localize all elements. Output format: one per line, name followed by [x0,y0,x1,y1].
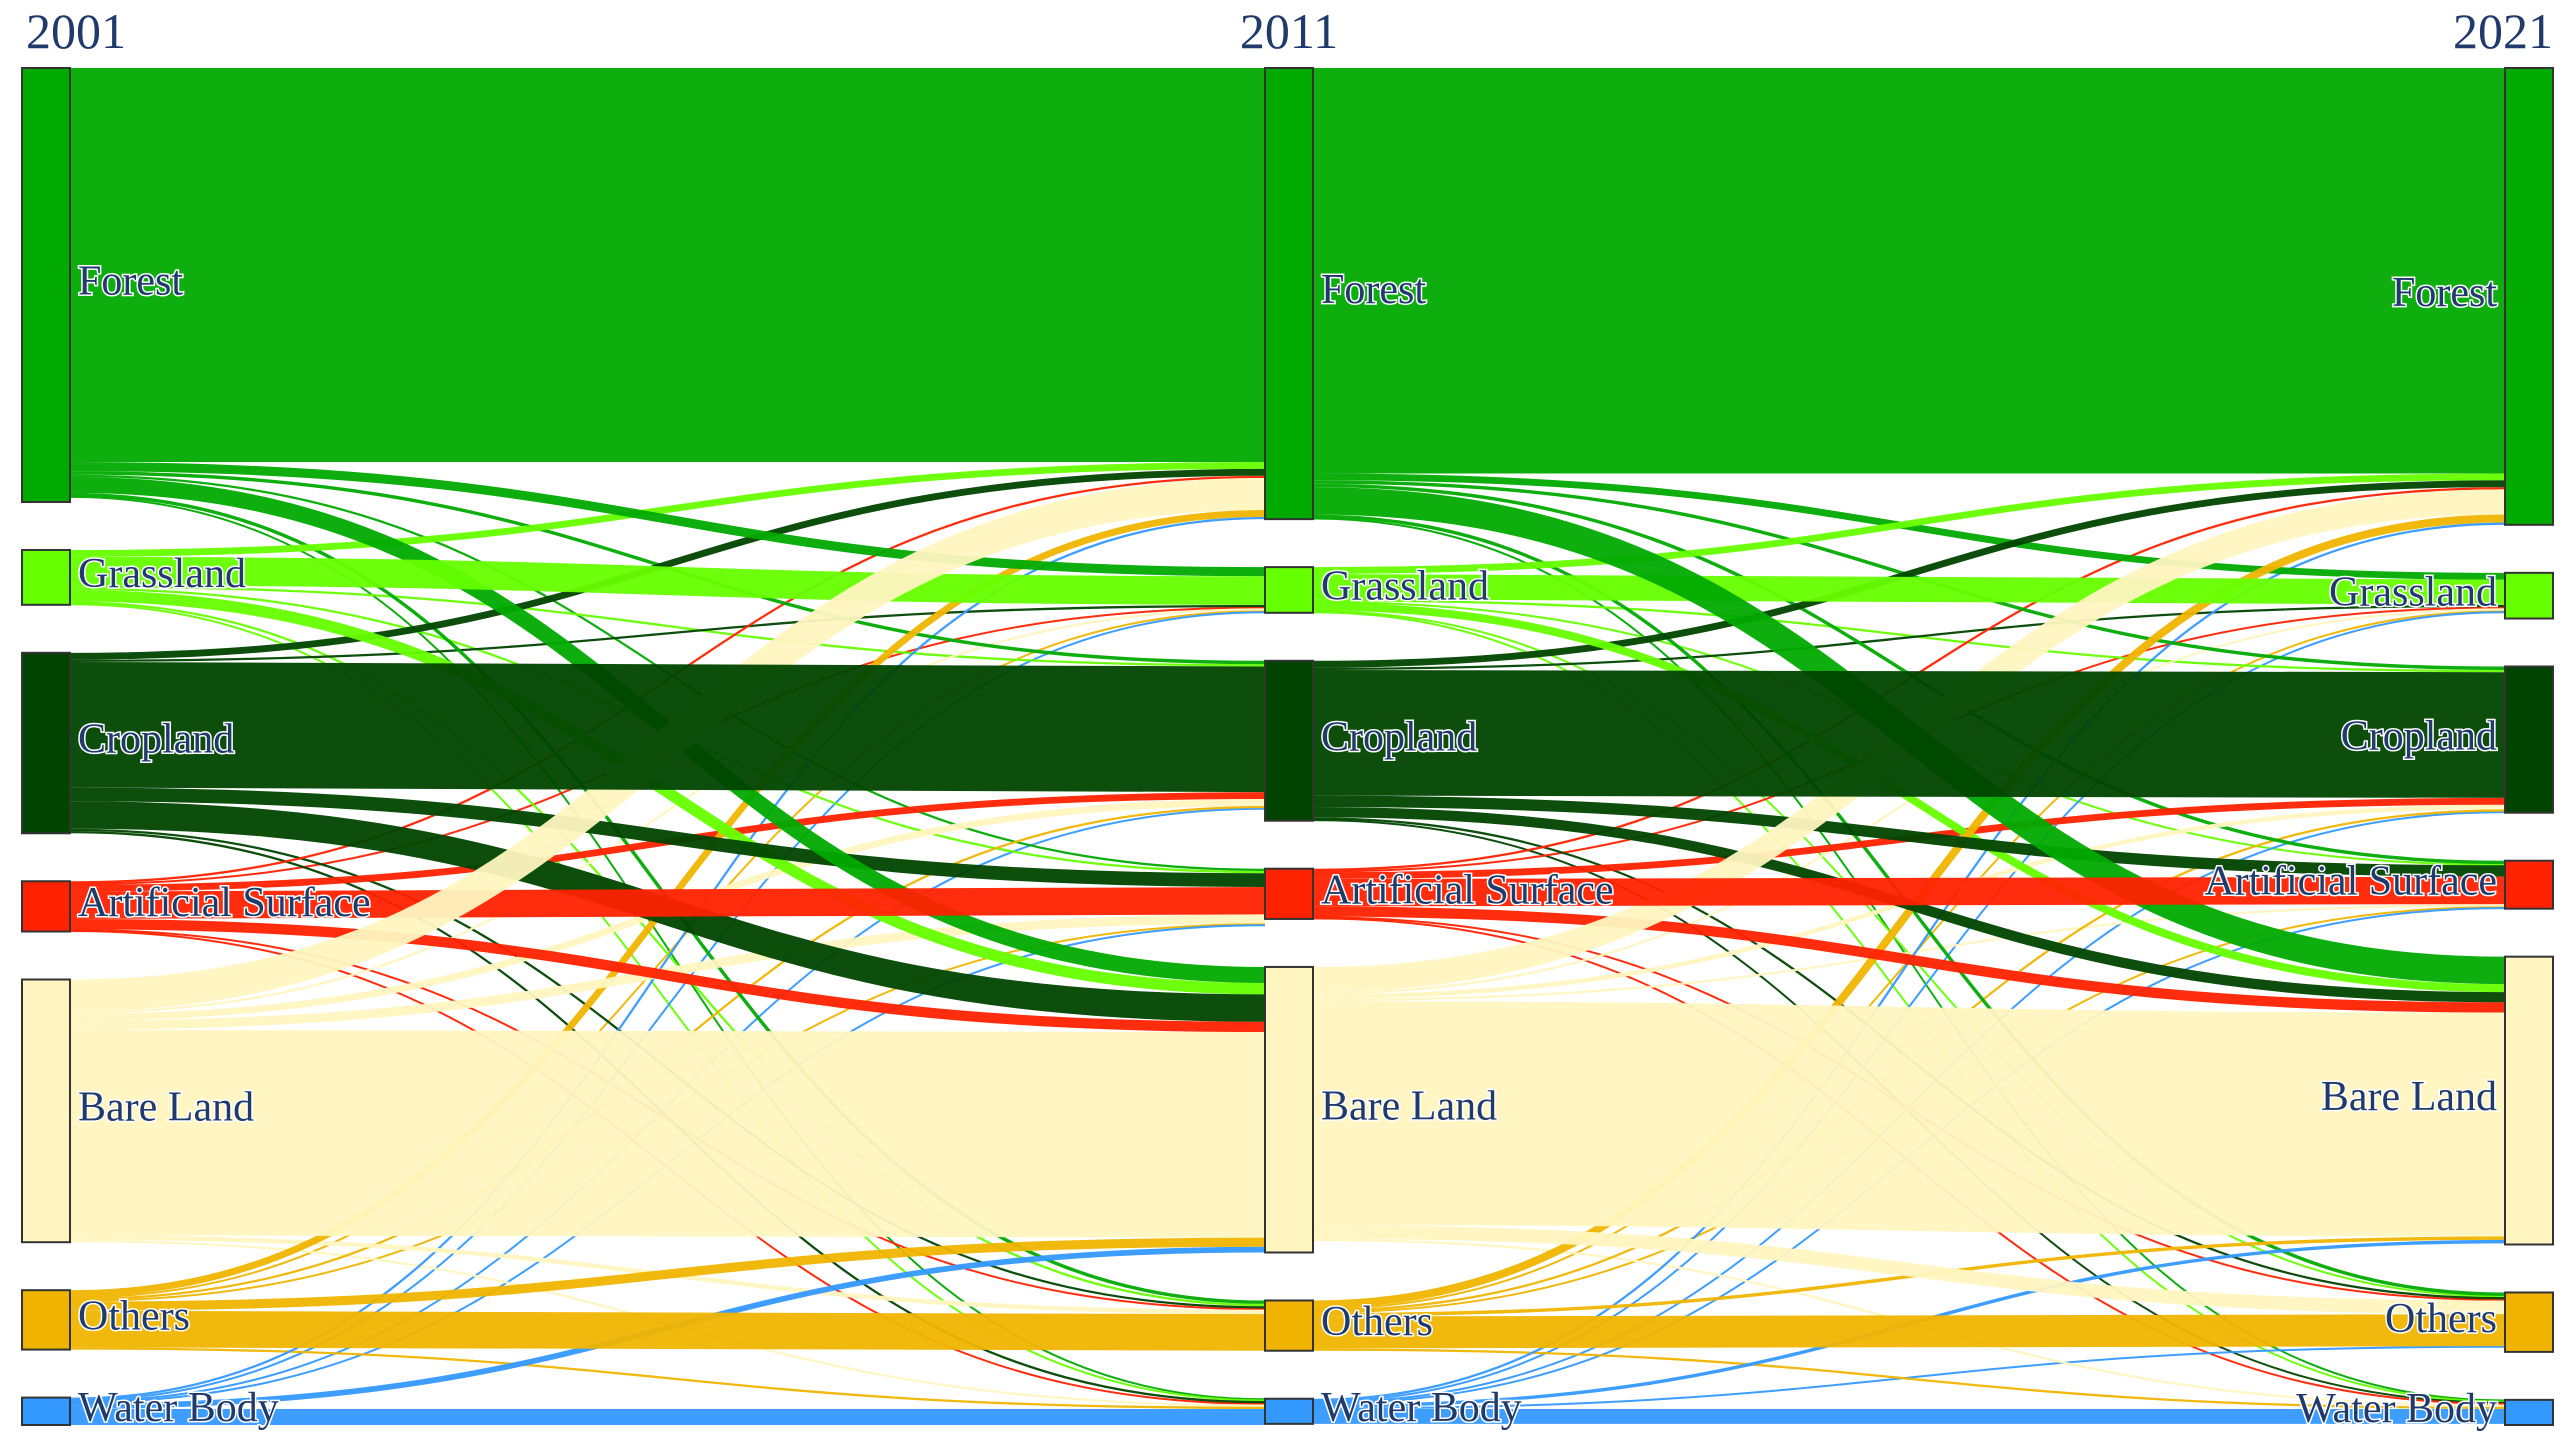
node-label-2001-others: Others [78,1294,190,1340]
node-label-2001-water-body: Water Body [78,1385,279,1431]
node-2011-forest [1264,67,1314,521]
flow-2001-artificial-surface-to-bare-land [69,918,1266,1033]
flow-2011-others-to-others [1312,1314,2506,1349]
node-2011-others [1264,1299,1314,1352]
node-2011-bare-land [1264,965,1314,1254]
flow-2011-bare-land-to-bare-land [1312,1001,2506,1237]
node-2021-grassland [2504,571,2554,620]
node-2011-water-body [1264,1397,1314,1425]
year-label-2001: 2001 [26,3,126,59]
year-label-2011: 2011 [1240,3,1338,59]
year-label-2021: 2021 [2453,3,2553,59]
flow-2001-cropland-to-forest [69,468,1266,660]
flow-2011-artificial-surface-to-artificial-surface [1312,876,2506,907]
nodes-layer [21,67,2554,1426]
flow-2011-bare-land-to-others [1312,1225,2506,1315]
flow-2011-cropland-to-artificial-surface [1312,795,2506,877]
flows-layer [69,67,2506,1426]
node-label-2021-water-body: Water Body [2296,1386,2497,1432]
flow-2001-grassland-to-grassland [69,556,1266,605]
node-2001-water-body [21,1396,71,1426]
node-label-2021-forest: Forest [2392,270,2497,316]
node-label-2001-forest: Forest [78,259,183,305]
node-label-2011-cropland: Cropland [1321,714,1477,760]
node-label-2011-others: Others [1321,1299,1433,1345]
flow-2011-others-to-forest [1312,514,2506,1309]
flow-2011-grassland-to-grassland [1312,573,2506,605]
node-label-2001-artificial-surface: Artificial Surface [78,880,371,926]
labels-layer: Forest Grassland Cropland Artificial Surfac… [26,3,2553,1434]
node-2011-grassland [1264,566,1314,614]
node-label-2021-grassland: Grassland [2329,569,2497,615]
node-label-2011-bare-land: Bare Land [1321,1083,1497,1129]
flow-2001-cropland-to-cropland [69,661,1266,793]
flow-2001-bare-land-to-grassland [69,608,1266,1014]
flow-2011-grassland-to-cropland [1312,599,2506,673]
flow-2001-cropland-to-artificial-surface [69,787,1266,887]
flow-2011-cropland-to-grassland [1312,604,2506,670]
node-2011-cropland [1264,659,1314,822]
node-label-2011-water-body: Water Body [1321,1385,1522,1431]
flow-2011-artificial-surface-to-bare-land [1312,906,2506,1013]
node-2001-bare-land [21,978,71,1244]
flow-2001-cropland-to-grassland [69,604,1266,662]
node-2001-grassland [21,548,71,606]
node-2021-artificial-surface [2504,859,2554,910]
node-label-2021-artificial-surface: Artificial Surface [2204,858,2497,904]
node-2001-artificial-surface [21,880,71,933]
node-2021-cropland [2504,665,2554,814]
node-label-2001-bare-land: Bare Land [78,1085,254,1131]
flow-2011-grassland-to-bare-land [1312,602,2506,993]
node-label-2021-others: Others [2385,1296,2497,1342]
flow-2011-cropland-to-cropland [1312,669,2506,798]
flow-2001-forest-to-grassland [69,462,1266,577]
node-label-2021-bare-land: Bare Land [2321,1074,2497,1120]
node-label-2011-grassland: Grassland [1321,564,1489,610]
node-2021-others [2504,1291,2554,1353]
flow-2011-grassland-to-forest [1312,473,2506,574]
flow-2011-others-to-water-body [1312,1348,2506,1410]
node-2001-forest [21,67,71,503]
flow-2001-bare-land-to-bare-land [69,1029,1266,1238]
flow-2001-grassland-to-bare-land [69,589,1266,995]
node-label-2001-cropland: Cropland [78,717,234,763]
node-2021-water-body [2504,1398,2554,1426]
node-label-2011-artificial-surface: Artificial Surface [1321,867,1614,913]
node-2011-artificial-surface [1264,867,1314,920]
flow-2001-others-to-bare-land [69,1237,1266,1311]
flow-2001-grassland-to-forest [69,462,1266,557]
node-label-2021-cropland: Cropland [2341,713,2497,759]
node-2001-others [21,1289,71,1351]
flow-2001-artificial-surface-to-artificial-surface [69,886,1266,919]
node-2021-bare-land [2504,955,2554,1246]
node-2001-cropland [21,651,71,835]
node-label-2011-forest: Forest [1321,267,1426,313]
flow-2001-others-to-others [69,1310,1266,1351]
flow-2001-grassland-to-cropland [69,585,1266,667]
flow-2001-others-to-water-body [69,1347,1266,1410]
flow-2001-grassland-to-water-body [69,603,1266,1402]
flow-2011-cropland-to-forest [1312,480,2506,668]
node-label-2001-grassland: Grassland [78,551,246,597]
node-2021-forest [2504,67,2554,526]
flow-2011-bare-land-to-artificial-surface [1312,904,2506,1002]
